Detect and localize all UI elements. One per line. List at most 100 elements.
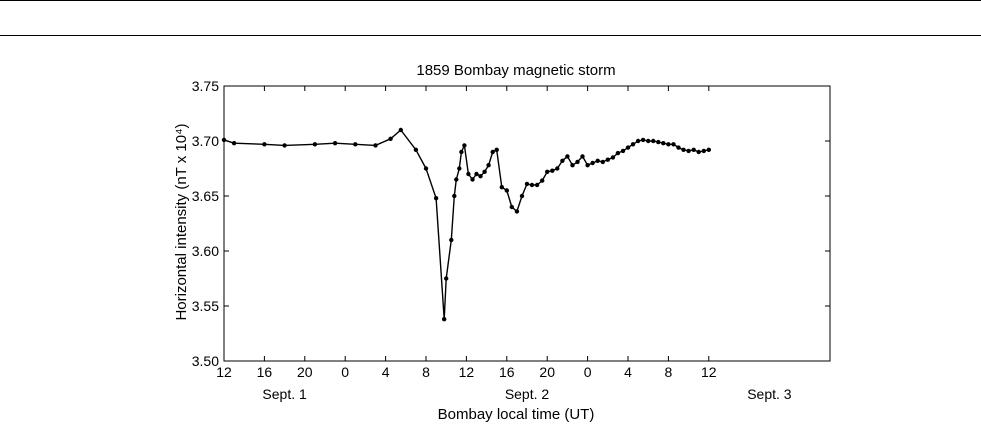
y-tick-label: 3.55 (192, 298, 219, 314)
data-point (560, 158, 565, 163)
day-label: Sept. 2 (505, 386, 550, 402)
series-points (221, 127, 711, 322)
data-point (466, 171, 471, 177)
data-point (494, 147, 499, 152)
day-labels: Sept. 1 Sept. 2 Sept. 3 (262, 386, 791, 402)
data-point (444, 276, 449, 281)
data-point (373, 143, 378, 148)
data-point (478, 174, 483, 179)
x-tick-label: 4 (624, 364, 632, 380)
data-point (231, 141, 237, 146)
data-point (565, 154, 570, 159)
data-point (398, 127, 403, 133)
data-point (671, 142, 676, 147)
y-axis-label: Horizontal intensity (nT x 10⁴) (173, 123, 190, 320)
x-axis-label: Bombay local time (UT) (438, 406, 595, 423)
x-axis-ticks: 12 16 20 0 4 8 12 16 20 0 4 8 12 (216, 86, 717, 380)
data-point (423, 166, 429, 171)
data-point (529, 182, 535, 188)
data-point (605, 157, 610, 162)
data-point (600, 159, 605, 165)
x-tick-label: 16 (257, 364, 273, 380)
data-point (454, 177, 459, 182)
y-tick-label: 3.75 (192, 78, 219, 94)
x-tick-label: 0 (341, 364, 349, 380)
data-point (504, 188, 509, 193)
day-label: Sept. 1 (262, 386, 307, 402)
data-point (413, 147, 419, 152)
data-point (486, 163, 491, 168)
data-point (499, 185, 504, 190)
data-point (610, 155, 616, 160)
data-point (462, 143, 467, 148)
data-point (312, 142, 318, 147)
data-point (449, 237, 454, 243)
x-tick-label: 8 (665, 364, 673, 380)
data-point (661, 141, 666, 146)
data-point (691, 147, 696, 152)
data-point (630, 142, 636, 147)
data-point (509, 204, 514, 210)
data-point (221, 137, 227, 143)
x-tick-label: 12 (216, 364, 232, 380)
x-tick-label: 8 (422, 364, 430, 380)
data-point (686, 148, 691, 154)
day-label: Sept. 3 (747, 386, 792, 402)
data-point (575, 159, 580, 165)
data-point (666, 142, 671, 147)
x-tick-label: 20 (297, 364, 313, 380)
data-point (332, 141, 338, 146)
data-point (545, 169, 550, 174)
data-point (550, 168, 555, 173)
x-tick-label: 12 (459, 364, 475, 380)
data-point (388, 136, 393, 141)
data-point (696, 149, 701, 155)
data-point (635, 138, 641, 144)
data-point (433, 196, 439, 201)
top-rule (0, 0, 981, 1)
data-point (646, 138, 651, 144)
data-point (282, 143, 287, 148)
y-tick-label: 3.60 (192, 243, 219, 259)
data-point (470, 177, 475, 182)
data-point (519, 193, 525, 199)
data-point (651, 138, 656, 144)
data-point (595, 158, 600, 163)
y-tick-label: 3.70 (192, 133, 219, 149)
data-point (625, 145, 631, 150)
data-point (706, 147, 711, 152)
x-tick-label: 4 (382, 364, 390, 380)
x-tick-label: 12 (701, 364, 717, 380)
data-point (590, 160, 595, 166)
data-point (676, 145, 681, 150)
series-line (223, 129, 709, 320)
data-point (262, 142, 267, 147)
data-point (615, 150, 621, 156)
data-point (452, 193, 457, 199)
data-point (555, 166, 560, 171)
y-tick-label: 3.50 (192, 353, 219, 369)
data-point (442, 317, 447, 322)
data-point (459, 149, 464, 155)
header-rule (0, 35, 981, 36)
data-point (474, 171, 479, 177)
data-point (701, 148, 706, 154)
x-tick-label: 20 (539, 364, 555, 380)
data-point (580, 154, 585, 159)
data-point (640, 137, 646, 143)
data-point (681, 147, 686, 152)
plot-frame (223, 85, 831, 362)
data-point (570, 163, 575, 168)
y-tick-label: 3.65 (192, 188, 219, 204)
y-axis-ticks: 3.50 3.55 3.60 3.65 3.70 3.75 (192, 78, 830, 369)
data-point (353, 142, 358, 147)
x-tick-label: 0 (584, 364, 592, 380)
data-point (482, 169, 487, 174)
data-point (656, 139, 661, 145)
data-point (514, 209, 520, 214)
chart-title: 1859 Bombay magnetic storm (416, 62, 615, 79)
data-point (534, 182, 540, 188)
data-point (524, 181, 530, 187)
data-point (620, 148, 626, 154)
